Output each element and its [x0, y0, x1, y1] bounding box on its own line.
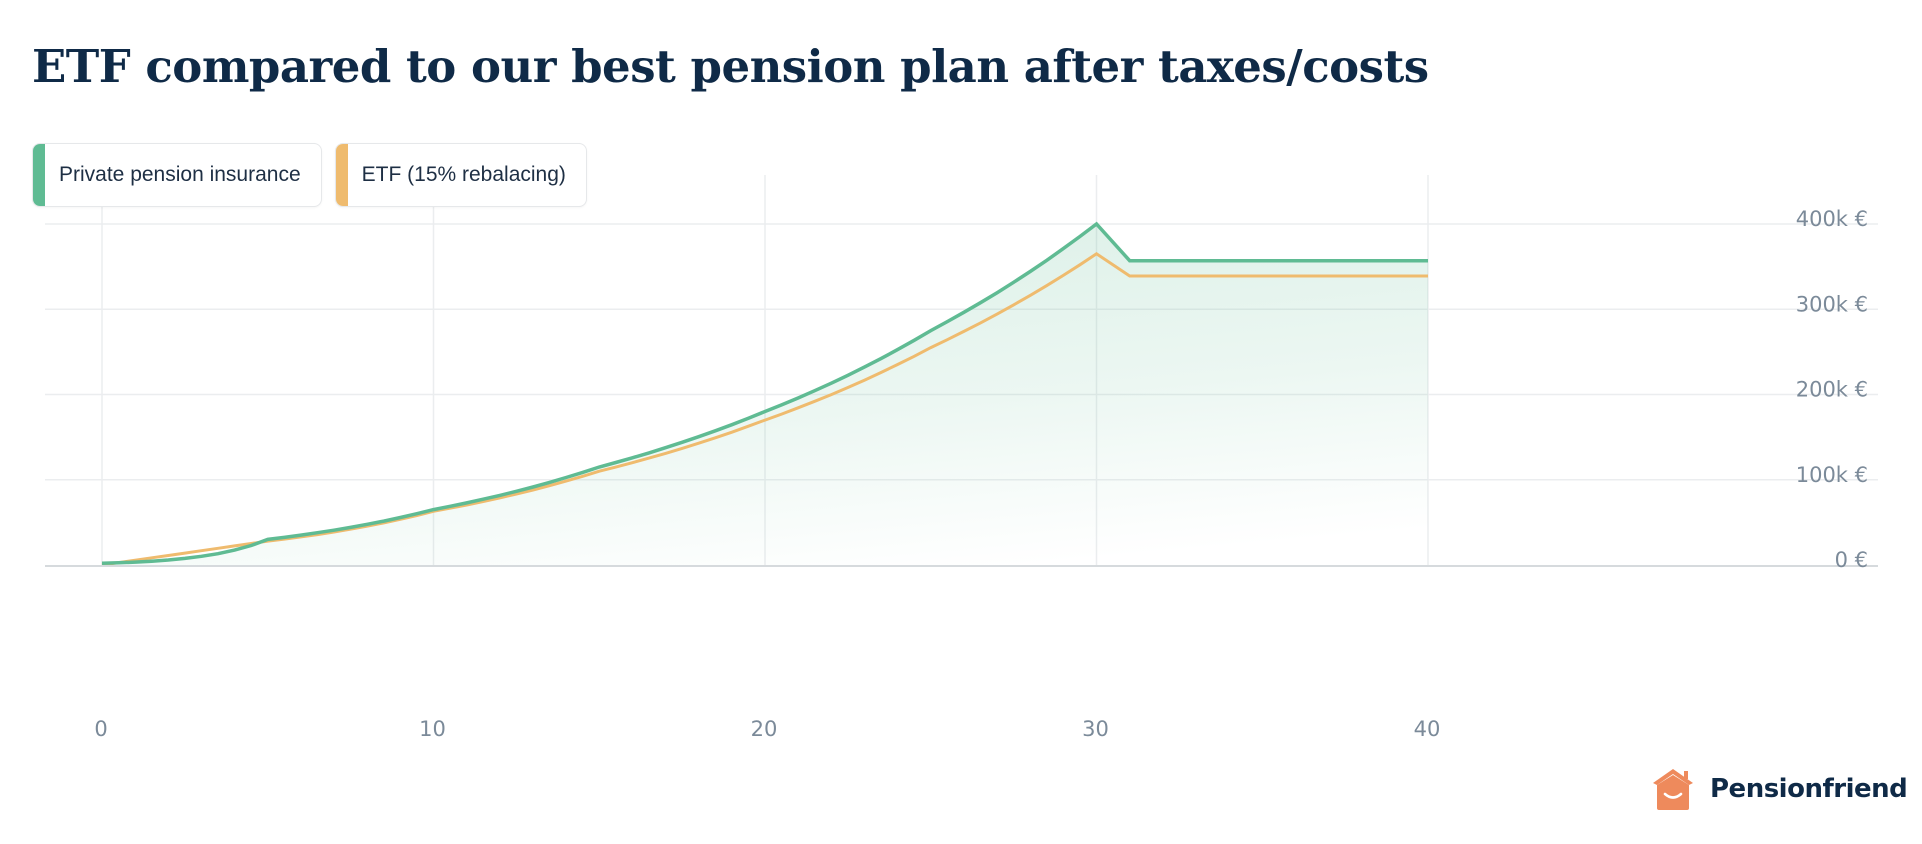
pension-line: [101, 221, 1428, 566]
legend-item-private-pension[interactable]: Private pension insurance: [32, 143, 322, 207]
y-tick-label: 300k €: [1796, 292, 1868, 316]
y-tick-label: 200k €: [1796, 378, 1868, 402]
brand-logo: Pensionfriend: [1650, 766, 1908, 812]
x-tick-label: 20: [751, 717, 778, 741]
legend-item-etf[interactable]: ETF (15% rebalacing): [334, 143, 587, 207]
legend-swatch-green: [33, 144, 45, 206]
y-tick-label: 0 €: [1835, 548, 1868, 572]
legend-label: Private pension insurance: [59, 163, 301, 186]
legend-label: ETF (15% rebalacing): [361, 163, 566, 186]
chart-title: ETF compared to our best pension plan af…: [32, 40, 1429, 93]
x-tick-label: 40: [1414, 717, 1441, 741]
y-tick-label: 100k €: [1796, 463, 1868, 487]
x-tick-label: 10: [419, 717, 446, 741]
pension-area-fill: [102, 224, 1428, 565]
x-tick-label: 30: [1082, 717, 1109, 741]
y-axis-ticks: 0 € 100k € 200k € 300k € 400k €: [1796, 207, 1868, 572]
x-tick-label: 0: [94, 717, 107, 741]
legend-swatch-orange: [335, 144, 348, 206]
x-axis-ticks: 0 10 20 30 40: [94, 717, 1440, 741]
y-tick-label: 400k €: [1796, 207, 1868, 231]
brand-name: Pensionfriend: [1710, 774, 1908, 804]
house-smile-icon: [1653, 769, 1693, 810]
chart-legend: Private pension insurance ETF (15% rebal…: [32, 143, 587, 207]
